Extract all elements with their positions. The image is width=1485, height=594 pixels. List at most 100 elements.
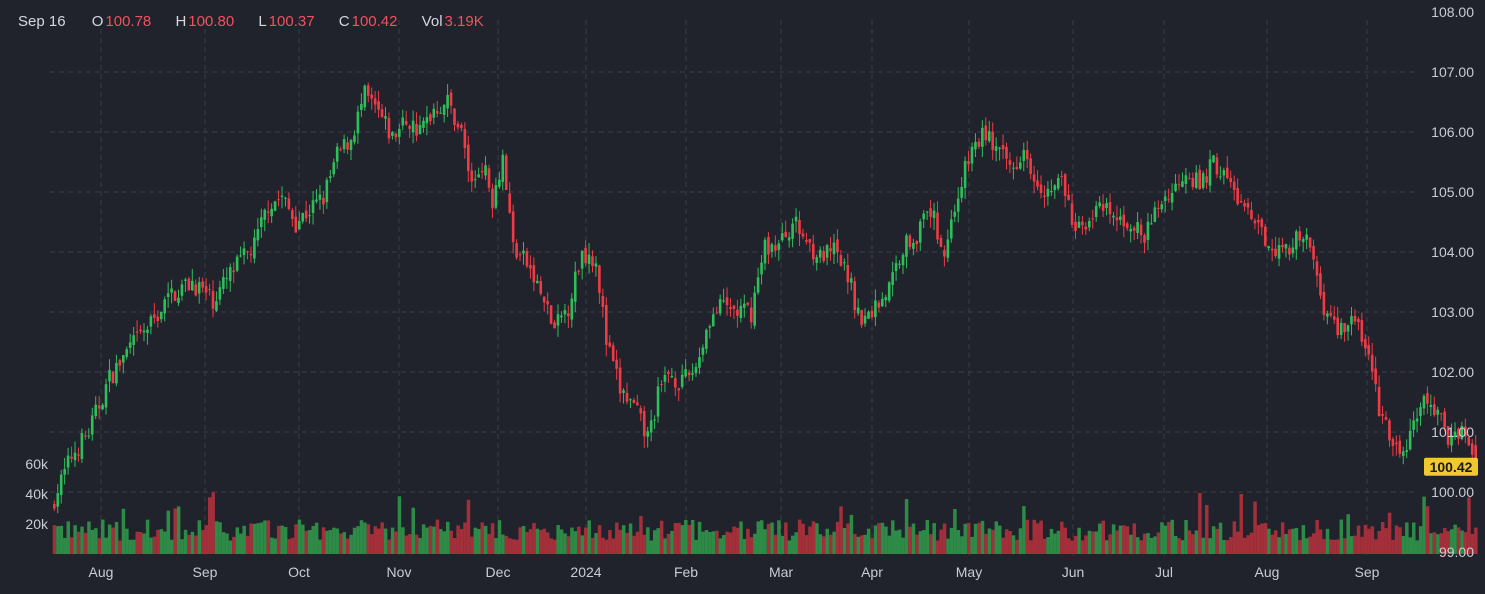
volume-bar: [697, 521, 702, 554]
candle-body: [1253, 220, 1257, 224]
candle-body: [1177, 184, 1181, 186]
candle-body: [463, 128, 467, 149]
volume-bar: [228, 540, 233, 554]
candle-body: [963, 160, 967, 188]
volume-bar: [470, 536, 474, 554]
candle-body: [1412, 420, 1415, 430]
volume-bar: [1436, 534, 1440, 554]
volume-bar: [535, 528, 540, 554]
volume-bar: [1263, 523, 1268, 554]
candle-body: [1039, 184, 1043, 194]
volume-bar: [873, 525, 878, 554]
volume-bar: [956, 530, 961, 554]
price-axis[interactable]: 108.00 107.00 106.00 105.00 104.00 103.00 102.…: [1431, 4, 1474, 560]
volume-bar: [759, 520, 764, 554]
candle-body: [1174, 183, 1177, 192]
volume-bar: [1360, 536, 1364, 554]
volume-bar: [321, 527, 326, 554]
volume-bar: [642, 534, 647, 554]
candle-body: [1032, 174, 1036, 182]
candle-body: [1122, 214, 1126, 227]
candle-body: [1367, 345, 1371, 355]
volume-bar: [1353, 535, 1357, 554]
candle-body: [70, 456, 73, 459]
candle-body: [994, 146, 998, 151]
candle-body: [270, 208, 273, 217]
candle-body: [774, 245, 777, 251]
candle-body: [798, 219, 801, 234]
volume-bar: [1194, 530, 1199, 554]
volume-bar: [953, 508, 957, 554]
volume-bar: [649, 540, 654, 554]
candle-body: [1364, 339, 1367, 349]
volume-bar: [166, 510, 171, 554]
candle-body: [1288, 247, 1291, 255]
candle-body: [594, 263, 598, 267]
candle-body: [670, 375, 674, 378]
volume-bar: [739, 521, 743, 554]
volume-bar: [352, 527, 357, 554]
candle-body: [329, 176, 332, 179]
volume-bar: [856, 536, 861, 554]
candle-body: [1329, 312, 1333, 316]
candle-body: [649, 420, 653, 433]
candle-body: [1357, 318, 1360, 323]
candle-body: [1077, 221, 1081, 228]
candle-body: [832, 242, 836, 255]
volume-bar: [1349, 536, 1354, 554]
volume-bar: [466, 499, 471, 554]
volume-bar: [256, 523, 260, 554]
volume-bar: [1439, 533, 1444, 554]
volume-bar: [387, 539, 391, 554]
candle-body: [156, 316, 160, 322]
volume-bar: [1460, 530, 1464, 554]
price-tick-label: 101.00: [1431, 424, 1474, 440]
candle-body: [204, 286, 208, 293]
volume-bar: [276, 525, 281, 554]
candle-body: [863, 315, 867, 324]
volume-bar: [542, 528, 547, 554]
candle-body: [715, 312, 718, 314]
volume-bar: [239, 533, 243, 554]
volume-bar: [252, 523, 257, 554]
volume-bar: [1367, 528, 1371, 554]
volume-bar: [1035, 523, 1040, 554]
candle-body: [356, 111, 360, 134]
volume-bar: [297, 519, 302, 554]
volume-bar: [549, 538, 553, 554]
candle-body: [408, 126, 411, 129]
volume-bar: [187, 534, 191, 554]
candle-body: [1005, 146, 1008, 159]
candle-body: [608, 342, 612, 347]
volume-bar: [1125, 526, 1130, 554]
volume-bar: [1167, 521, 1171, 554]
candle-body: [370, 94, 373, 99]
volume-bar: [621, 525, 626, 554]
time-axis[interactable]: Aug Sep Oct Nov Dec 2024 Feb Mar Apr May Jun Jul Aug…: [89, 564, 1380, 580]
candle-body: [432, 108, 436, 118]
volume-bar: [1049, 528, 1054, 554]
volume-bar: [1318, 529, 1323, 554]
volume-bar: [1322, 539, 1326, 554]
time-tick-label: Feb: [674, 564, 698, 580]
volume-bar: [401, 527, 405, 554]
candle-body: [1450, 435, 1453, 446]
volume-bar: [666, 533, 671, 554]
candle-body: [135, 331, 139, 333]
candle-body: [636, 402, 639, 406]
candle-body: [801, 233, 805, 237]
volume-bar: [515, 539, 519, 554]
volume-bar: [287, 539, 291, 554]
candle-body: [253, 237, 256, 259]
volume-bar: [1205, 505, 1209, 554]
volume-bar: [101, 519, 105, 554]
volume-bar: [480, 522, 484, 554]
volume-bar: [1122, 525, 1126, 554]
volume-bar: [176, 506, 181, 554]
volume-bar: [349, 534, 353, 554]
candle-body: [1291, 247, 1295, 254]
candle-body: [1053, 185, 1057, 191]
candle-body: [1405, 450, 1408, 452]
